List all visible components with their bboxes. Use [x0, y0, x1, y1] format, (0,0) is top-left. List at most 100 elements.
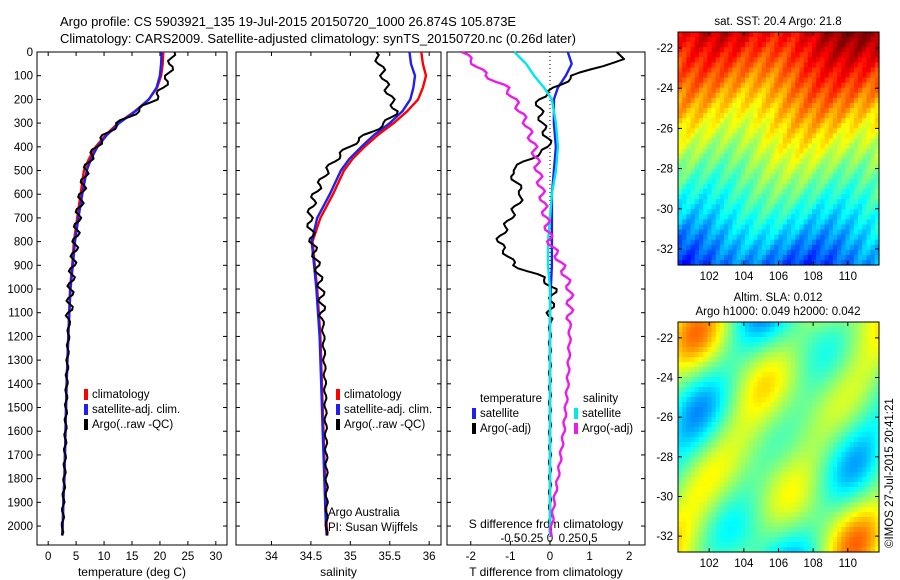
heatmap-cell [719, 148, 725, 155]
heatmap-cell [845, 332, 851, 338]
heatmap-cell [761, 342, 767, 348]
heatmap-cell [786, 102, 792, 109]
heatmap-cell [690, 332, 696, 338]
heatmap-cell [849, 542, 855, 548]
heatmap-cell [866, 183, 872, 190]
heatmap-cell [816, 442, 821, 448]
heatmap-cell [799, 259, 805, 266]
heatmap-cell [816, 407, 821, 413]
heatmap-cell [778, 199, 784, 205]
heatmap-cell [757, 427, 763, 433]
heatmap-cell [828, 47, 834, 53]
heatmap-cell [862, 427, 868, 433]
heatmap-cell [774, 57, 780, 63]
heatmap-cell [703, 392, 708, 398]
heatmap-cell [728, 254, 734, 261]
heatmap-cell [807, 249, 813, 256]
heatmap-cell [724, 189, 729, 195]
heatmap-cell [791, 417, 796, 423]
heatmap-cell [795, 492, 801, 498]
heatmap-cell [824, 352, 830, 358]
heatmap-cell [803, 392, 809, 398]
heatmap-cell [824, 397, 830, 403]
heatmap-cell [803, 189, 809, 195]
heatmap-cell [774, 52, 780, 58]
heatmap-cell [870, 244, 876, 251]
heatmap-cell [778, 412, 784, 418]
heatmap-cell [862, 477, 868, 483]
heatmap-cell [849, 163, 855, 170]
heatmap-cell [740, 123, 746, 129]
heatmap-cell [740, 507, 746, 513]
heatmap-cell [807, 194, 813, 200]
heatmap-cell [736, 118, 742, 124]
heatmap-cell [694, 457, 700, 463]
heatmap-cell [858, 72, 863, 79]
heatmap-cell [711, 412, 717, 418]
heatmap-cell [770, 92, 775, 99]
heatmap-cell [774, 42, 780, 48]
heatmap-cell [853, 194, 859, 200]
heatmap-cell [678, 412, 683, 418]
heatmap-cell [824, 512, 830, 518]
heatmap-cell [703, 342, 708, 348]
heatmap-cell [778, 447, 784, 453]
heatmap-cell [740, 542, 746, 548]
heatmap-cell [740, 102, 746, 109]
heatmap-cell [732, 352, 738, 358]
heatmap-cell [845, 462, 851, 468]
heatmap-cell [698, 357, 704, 363]
heatmap-cell [824, 492, 830, 498]
heatmap-cell [849, 32, 855, 38]
heatmap-cell [753, 342, 759, 348]
heatmap-cell [728, 168, 734, 175]
heatmap-cell [753, 178, 759, 185]
heatmap-cell [682, 204, 687, 210]
heatmap-cell [682, 497, 687, 503]
heatmap-cell [682, 542, 687, 548]
heatmap-cell [803, 347, 809, 353]
heatmap-cell [807, 517, 813, 523]
heatmap-cell [774, 178, 780, 185]
heatmap-cell [715, 367, 721, 373]
heatmap-cell [837, 442, 842, 448]
heatmap-cell [816, 47, 821, 53]
heatmap-cell [745, 442, 750, 448]
heatmap-cell [795, 67, 801, 74]
heatmap-cell [728, 194, 734, 200]
heatmap-cell [715, 447, 721, 453]
heatmap-cell [849, 57, 855, 63]
heatmap-cell [728, 239, 734, 246]
heatmap-cell [849, 527, 855, 533]
heatmap-cell [732, 32, 738, 38]
heatmap-cell [841, 382, 847, 388]
heatmap-cell [770, 377, 775, 383]
heatmap-cell [866, 397, 872, 403]
heatmap-cell [774, 209, 780, 215]
heatmap-cell [707, 199, 713, 205]
heatmap-cell [853, 123, 859, 129]
heatmap-cell [799, 52, 805, 58]
heatmap-cell [786, 332, 792, 338]
heatmap-cell [728, 537, 734, 543]
heatmap-cell [803, 387, 809, 393]
heatmap-cell [853, 214, 859, 221]
heatmap-cell [786, 502, 792, 508]
heatmap-cell [820, 209, 826, 215]
heatmap-cell [841, 259, 847, 266]
heatmap-cell [698, 138, 704, 145]
heatmap-cell [803, 123, 809, 129]
heatmap-cell [862, 482, 868, 488]
heatmap-cell [740, 224, 746, 231]
heatmap-cell [707, 472, 713, 478]
heatmap-cell [845, 67, 851, 74]
heatmap-cell [837, 452, 842, 458]
heatmap-cell [791, 229, 796, 236]
heatmap-cell [782, 87, 788, 94]
heatmap-cell [753, 87, 759, 94]
heatmap-cell [782, 527, 788, 533]
heatmap-cell [824, 367, 830, 373]
heatmap-cell [682, 532, 687, 538]
heatmap-cell [736, 382, 742, 388]
heatmap-cell [770, 57, 775, 63]
